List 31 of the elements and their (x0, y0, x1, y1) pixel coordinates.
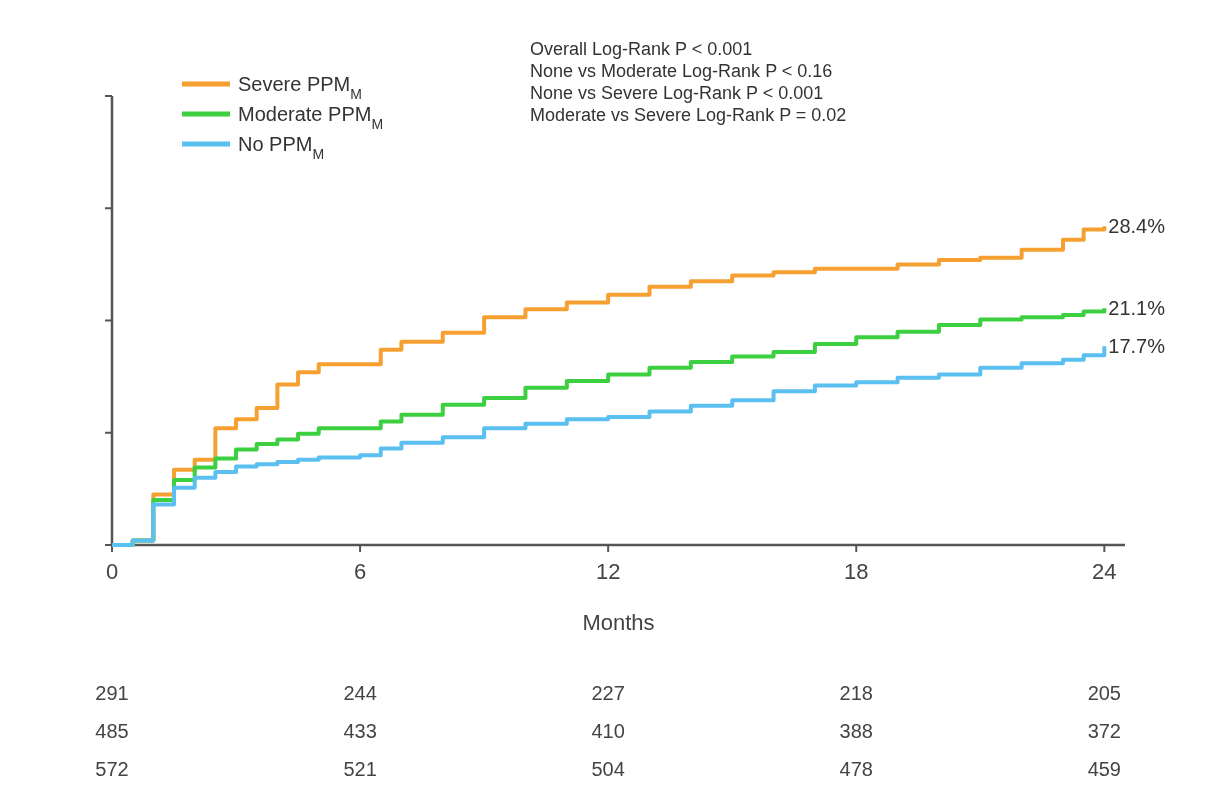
data-label: 28.4% (1108, 215, 1166, 238)
x-tick-label: 24 (1092, 559, 1117, 584)
text: 227 (591, 682, 625, 704)
data-label: 17.7% (1108, 335, 1166, 358)
text: 504 (591, 758, 625, 780)
text: Overall Log-Rank P < 0.001 (530, 39, 753, 59)
data-label: 21.1% (1108, 297, 1166, 320)
text: 372 (1087, 720, 1122, 742)
legend-label: Severe PPM$_{M}$ (238, 73, 362, 102)
text: 521 (343, 758, 377, 780)
annotation: None vs Severe Log-Rank P < 0.001 (530, 83, 824, 103)
text: 244 (343, 682, 377, 704)
text: 478 (839, 758, 873, 780)
text: 410 (591, 720, 625, 742)
text: 572 (95, 758, 129, 780)
text: None vs Moderate Log-Rank P < 0.16 (530, 61, 833, 81)
text: 218 (839, 682, 873, 704)
text: 291 (95, 682, 129, 704)
x-tick-label: 18 (844, 559, 869, 584)
annotation: Moderate vs Severe Log-Rank P = 0.02 (530, 105, 847, 125)
x-tick-label: 6 (353, 559, 367, 584)
legend-label: Moderate PPM$_{M}$ (238, 103, 384, 132)
text: 459 (1087, 758, 1122, 780)
text: 485 (95, 720, 129, 742)
x-tick-label: 0 (105, 559, 119, 584)
text: 205 (1087, 682, 1122, 704)
text: 388 (839, 720, 873, 742)
x-axis-title: Months (582, 610, 655, 635)
legend-label: No PPM$_{M}$ (238, 133, 325, 162)
x-tick-label: 12 (595, 559, 621, 584)
text: 433 (343, 720, 377, 742)
